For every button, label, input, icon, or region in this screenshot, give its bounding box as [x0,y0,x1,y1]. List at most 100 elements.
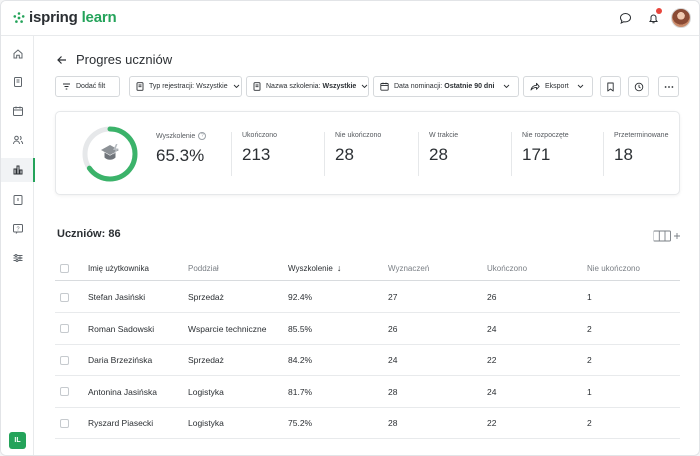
account-badge[interactable]: IL [9,432,26,449]
table-cell: 2 [587,323,592,334]
nomination-date-filter[interactable]: Data nominacji: Ostatnie 90 dni [373,76,519,97]
logo-main-text: ispring [29,9,78,26]
stats-card: Wyszkolenie? 65.3% Ukończono 213 Nie uko… [55,111,680,195]
row-checkbox[interactable] [60,387,69,396]
table-cell: 28 [388,418,398,428]
book-icon[interactable] [1,70,34,94]
table-cell: 92.4% [288,292,313,302]
stat-in-progress: W trakcie 28 [418,132,506,176]
more-options-button[interactable] [658,76,679,97]
table-cell: 84.2% [288,355,313,365]
chevron-down-icon [503,84,510,89]
chevron-down-icon [361,84,368,89]
top-bar: ispring learn [1,1,699,36]
column-header[interactable]: Poddział [188,263,219,273]
svg-text:?: ? [16,226,19,232]
users-icon[interactable] [1,128,34,152]
table-cell: 24 [487,386,497,397]
sort-down-icon: ↓ [336,263,342,273]
calendar-icon [380,82,389,91]
bell-icon[interactable] [643,8,663,28]
table-cell: 81.7% [288,386,313,397]
columns-settings-icon[interactable] [653,229,681,247]
row-checkbox[interactable] [60,292,69,302]
table-cell: 28 [388,386,398,397]
back-arrow-icon[interactable] [55,53,69,67]
table-cell[interactable]: Daria Brzezińska [88,355,153,365]
table-cell[interactable]: Ryszard Piasecki [88,418,154,428]
table-cell: 24 [487,323,497,334]
notification-badge [656,8,662,14]
table-cell: 26 [388,323,398,334]
table-cell: Wsparcie techniczne [188,323,267,334]
table-cell: 24 [388,355,398,365]
training-name-filter[interactable]: Nazwa szkolenia: Wszystkie [246,76,369,97]
chat-icon[interactable] [615,8,635,28]
select-all-checkbox[interactable] [60,263,69,273]
home-icon[interactable] [1,42,34,66]
export-button[interactable]: Eksport [523,76,593,97]
column-header[interactable]: Nie ukończono [587,263,640,273]
table-row[interactable]: Antonina Jasińska Logistyka 81.7% 28 24 1 [55,377,680,408]
help-icon[interactable]: ? [198,132,207,140]
table-cell: Sprzedaż [188,355,224,365]
sidebar: ? IL [1,36,35,455]
add-filter-button[interactable]: Dodać filt [55,76,120,97]
row-checkbox[interactable] [60,324,69,333]
table-cell[interactable]: Roman Sadowski [88,323,155,334]
table-cell: Logistyka [188,386,224,397]
row-checkbox[interactable] [60,355,69,365]
column-header-sorted[interactable]: Wyszkolenie ↓ [288,263,342,273]
progress-donut [82,126,138,182]
table-cell: 22 [487,418,497,428]
settings-icon[interactable] [1,246,34,270]
stat-not-started: Nie rozpoczęte 171 [511,132,599,176]
column-header[interactable]: Ukończono [487,263,528,273]
table-cell[interactable]: Stefan Jasiński [88,292,146,302]
assignments-icon[interactable] [1,188,34,212]
page-title: Progres uczniów [76,52,173,67]
document-icon [136,82,144,91]
filter-icon [62,82,71,91]
row-checkbox[interactable] [60,418,69,428]
table-cell[interactable]: Antonina Jasińska [88,386,157,397]
ispring-logo-icon [13,12,25,23]
table-row[interactable]: Stefan Jasiński Sprzedaż 92.4% 27 26 1 [55,282,680,313]
table-row[interactable]: Ryszard Piasecki Logistyka 75.2% 28 22 2 [55,408,680,439]
column-header[interactable]: Imię użytkownika [88,263,149,273]
table-row[interactable]: Roman Sadowski Wsparcie techniczne 85.5% 26… [55,314,680,345]
schedule-button[interactable] [628,76,649,97]
graduation-cap-icon [101,144,119,160]
calendar-icon[interactable] [1,99,34,123]
logo[interactable]: ispring learn [13,9,117,26]
help-icon[interactable]: ? [1,217,34,241]
table-cell: 1 [587,386,592,397]
learner-count: Uczniów: 86 [57,228,121,240]
registration-type-filter[interactable]: Typ rejestracji: Wszystkie [129,76,242,97]
stat-not-completed: Nie ukończono 28 [324,132,412,176]
table-cell: 27 [388,292,398,302]
table-cell: 22 [487,355,497,365]
reports-icon[interactable] [1,158,35,182]
table-cell: 2 [587,355,592,365]
table-cell: 1 [587,292,592,302]
table-cell: 75.2% [288,418,313,428]
chevron-down-icon [233,84,240,89]
document-icon [253,82,261,91]
stat-proficiency: Wyszkolenie? 65.3% [156,132,207,166]
table-cell: 2 [587,418,592,428]
chevron-down-icon [577,84,584,89]
stat-overdue: Przeterminowane 18 [603,132,677,176]
bookmark-button[interactable] [600,76,621,97]
table-row[interactable]: Daria Brzezińska Sprzedaż 84.2% 24 22 2 [55,345,680,376]
user-avatar[interactable] [671,8,691,28]
bookmark-icon [607,82,614,91]
stat-completed: Ukończono 213 [231,132,319,176]
logo-accent-text: learn [81,9,117,26]
table-header: Imię użytkownika Poddział Wyszkolenie ↓ … [55,256,680,281]
clock-icon [634,82,643,91]
more-icon [664,85,673,88]
column-header[interactable]: Wyznaczeń [388,263,430,273]
table-cell: Logistyka [188,418,224,428]
